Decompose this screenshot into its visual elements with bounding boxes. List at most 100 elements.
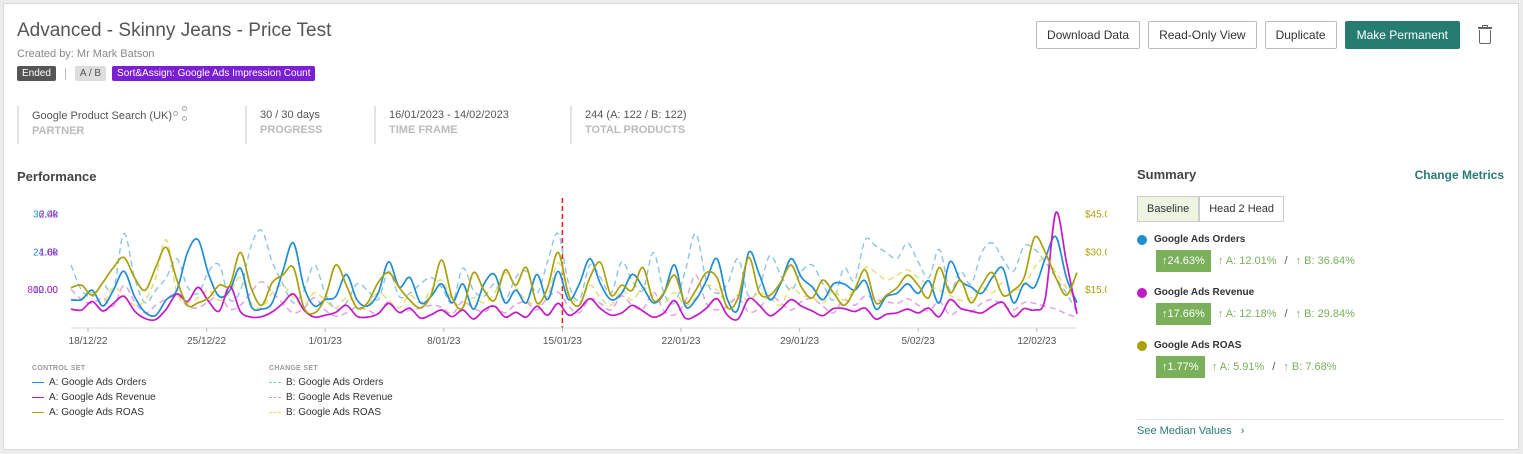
legend-item-b-orders[interactable]: B: Google Ads Orders xyxy=(269,375,393,390)
x-tick-label: 1/01/23 xyxy=(309,336,343,347)
summary-metric: Google Ads ROAS ↑1.77% ↑ A: 5.91% / ↑ B: 7.6… xyxy=(1137,340,1504,378)
legend-change-set: CHANGE SET B: Google Ads Orders B: Googl… xyxy=(269,365,393,420)
change-metrics-link[interactable]: Change Metrics xyxy=(1414,167,1504,182)
x-tick-label: 29/01/23 xyxy=(780,336,819,347)
legend-swatch xyxy=(32,412,44,413)
legend-item-b-revenue[interactable]: B: Google Ads Revenue xyxy=(269,390,393,405)
legend-label: A: Google Ads ROAS xyxy=(49,407,145,418)
legend-swatch xyxy=(32,397,44,398)
legend-label: A: Google Ads Revenue xyxy=(49,392,156,403)
legend-label: B: Google Ads Revenue xyxy=(286,392,393,403)
partner-value: Google Product Search (UK) xyxy=(32,110,173,122)
metric-label: Google Ads Revenue xyxy=(1154,287,1255,298)
x-tick-label: 8/01/23 xyxy=(427,336,461,347)
tab-baseline[interactable]: Baseline xyxy=(1137,196,1200,222)
x-tick-label: 18/12/22 xyxy=(69,336,108,347)
performance-chart: 36.00 24.00 12.00 2.4k 1.6k 800.00 $45.00 $30.… xyxy=(27,198,1107,347)
timeframe-info: 16/01/2023 - 14/02/2023 TIME FRAME xyxy=(374,106,570,144)
y-tick-orders: 36.00 xyxy=(33,210,58,221)
summary-title: Summary xyxy=(1137,167,1197,182)
tab-head-2-head[interactable]: Head 2 Head xyxy=(1199,196,1285,222)
legend-label: B: Google Ads ROAS xyxy=(286,407,382,418)
metric-a-value: ↑ A: 12.18% xyxy=(1217,308,1277,320)
y-tick-revenue: 1.6k xyxy=(39,247,59,258)
test-type-badge: A / B xyxy=(74,66,107,81)
legend-item-a-orders[interactable]: A: Google Ads Orders xyxy=(32,375,156,390)
series-line-b-orders xyxy=(70,229,1078,313)
products-info: 244 (A: 122 / B: 122) TOTAL PRODUCTS xyxy=(570,106,730,144)
progress-info: 30 / 30 days PROGRESS xyxy=(245,106,374,144)
progress-label: PROGRESS xyxy=(260,124,323,136)
timeframe-label: TIME FRAME xyxy=(389,124,458,136)
make-permanent-button[interactable]: Make Permanent xyxy=(1344,21,1460,49)
created-by: Created by: Mr Mark Batson xyxy=(17,48,155,60)
trash-icon[interactable] xyxy=(1478,25,1492,44)
metric-b-value: ↑ B: 36.64% xyxy=(1295,255,1355,267)
legend-item-a-roas[interactable]: A: Google Ads ROAS xyxy=(32,405,156,420)
series-line-a-roas xyxy=(70,235,1078,315)
series-line-a-revenue xyxy=(70,211,1078,322)
metric-b-value: ↑ B: 29.84% xyxy=(1295,308,1355,320)
legend-swatch xyxy=(32,382,44,383)
series-line-a-orders xyxy=(70,235,1078,318)
info-strip: Google Product Search (UK) PARTNER 30 / … xyxy=(17,106,730,144)
y-tick-revenue: 2.4k xyxy=(39,210,59,221)
toolbar: Download Data Read-Only View Duplicate M… xyxy=(1036,21,1492,49)
summary-metric: Google Ads Revenue ↑17.66% ↑ A: 12.18% / ↑ B… xyxy=(1137,287,1504,325)
products-value: 244 (A: 122 / B: 122) xyxy=(585,109,687,121)
legend-item-b-roas[interactable]: B: Google Ads ROAS xyxy=(269,405,393,420)
see-median-values-link[interactable]: See Median Values › xyxy=(1137,425,1244,437)
metric-a-value: ↑ A: 5.91% xyxy=(1211,361,1265,373)
metric-label: Google Ads Orders xyxy=(1154,234,1246,245)
x-tick-label: 5/02/23 xyxy=(902,336,936,347)
legend-control-set: CONTROL SET A: Google Ads Orders A: Goog… xyxy=(32,365,156,420)
share-icon[interactable] xyxy=(173,106,189,121)
series-line-b-revenue xyxy=(70,274,1078,319)
sort-assign-badge: Sort&Assign: Google Ads Impression Count xyxy=(112,66,316,81)
legend-swatch xyxy=(269,382,281,383)
metric-separator: / xyxy=(1272,361,1276,373)
performance-title: Performance xyxy=(17,169,97,184)
summary-divider xyxy=(1137,419,1504,420)
y-tick-orders: 12.00 xyxy=(33,285,58,296)
summary-panel: Summary Change Metrics Baseline Head 2 H… xyxy=(1137,167,1504,378)
metric-b-value: ↑ B: 7.68% xyxy=(1283,361,1337,373)
y-tick-orders: 24.00 xyxy=(33,247,58,258)
x-tick-label: 12/02/23 xyxy=(1017,336,1056,347)
legend-item-a-revenue[interactable]: A: Google Ads Revenue xyxy=(32,390,156,405)
legend-control-heading: CONTROL SET xyxy=(32,365,86,372)
metric-a-value: ↑ A: 12.01% xyxy=(1217,255,1277,267)
status-badge: Ended xyxy=(17,66,56,81)
progress-value: 30 / 30 days xyxy=(260,109,320,121)
metric-color-dot xyxy=(1137,287,1147,298)
y-tick-roas: $30.00 xyxy=(1085,247,1107,258)
x-tick-label: 15/01/23 xyxy=(543,336,582,347)
legend-swatch xyxy=(269,397,281,398)
summary-metric: Google Ads Orders ↑24.63% ↑ A: 12.01% / ↑ B:… xyxy=(1137,234,1504,272)
metric-values: ↑17.66% ↑ A: 12.18% / ↑ B: 29.84% xyxy=(1156,303,1504,325)
median-link-label: See Median Values xyxy=(1137,425,1232,437)
series-line-b-roas xyxy=(70,239,1078,310)
y-tick-revenue: 800.00 xyxy=(27,285,58,296)
page-title: Advanced - Skinny Jeans - Price Test xyxy=(17,20,332,41)
y-tick-roas: $45.00 xyxy=(1085,210,1107,221)
metric-color-dot xyxy=(1137,340,1147,351)
legend-label: B: Google Ads Orders xyxy=(286,377,384,388)
duplicate-button[interactable]: Duplicate xyxy=(1264,21,1337,49)
timeframe-value: 16/01/2023 - 14/02/2023 xyxy=(389,109,509,121)
metric-name: Google Ads ROAS xyxy=(1137,340,1504,351)
x-tick-label: 22/01/23 xyxy=(662,336,701,347)
x-tick-label: 25/12/22 xyxy=(187,336,226,347)
metric-color-dot xyxy=(1137,234,1147,245)
products-label: TOTAL PRODUCTS xyxy=(585,124,686,136)
read-only-view-button[interactable]: Read-Only View xyxy=(1148,21,1257,49)
metric-separator: / xyxy=(1284,255,1288,267)
metric-name: Google Ads Orders xyxy=(1137,234,1504,245)
metric-change-badge: ↑17.66% xyxy=(1156,303,1211,325)
partner-info: Google Product Search (UK) PARTNER xyxy=(17,106,245,144)
legend-change-heading: CHANGE SET xyxy=(269,365,318,372)
download-data-button[interactable]: Download Data xyxy=(1036,21,1141,49)
metric-change-badge: ↑1.77% xyxy=(1156,356,1205,378)
metric-separator: / xyxy=(1284,308,1288,320)
metric-values: ↑24.63% ↑ A: 12.01% / ↑ B: 36.64% xyxy=(1156,250,1504,272)
